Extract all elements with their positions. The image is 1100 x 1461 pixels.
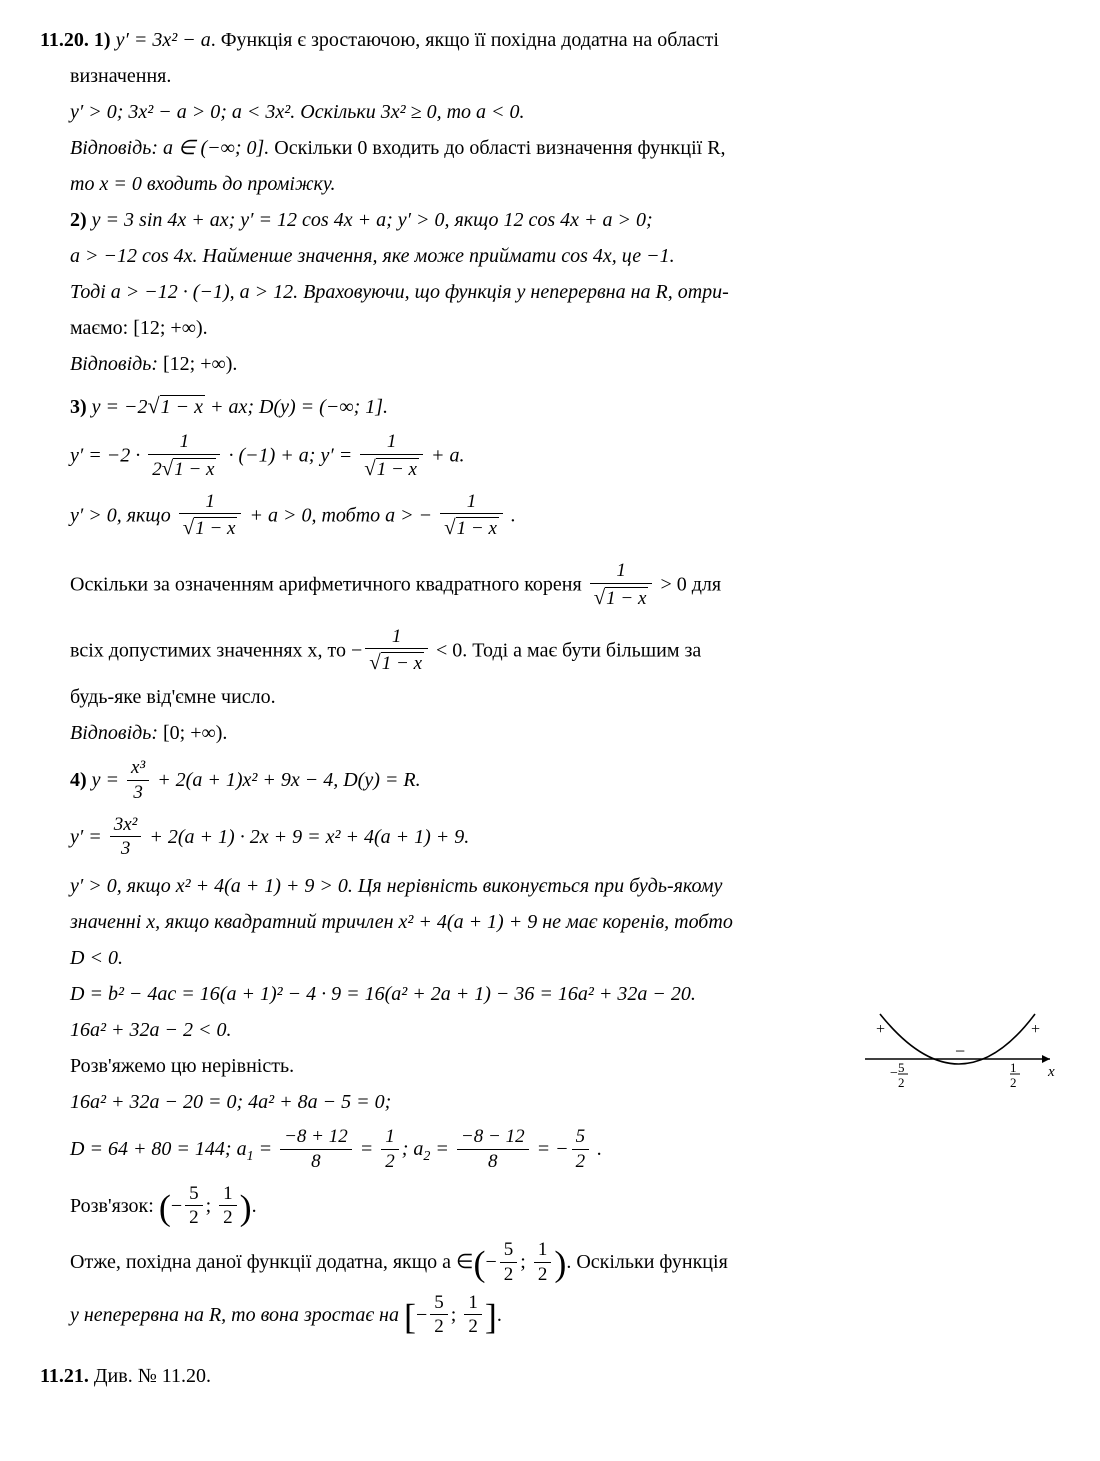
part1-line5: то x = 0 входить до проміжку.: [70, 168, 1060, 200]
part4-d: D < 0.: [70, 942, 1060, 974]
svg-text:x: x: [1047, 1064, 1055, 1080]
part2-label: 2): [70, 209, 87, 231]
part1-text: . Функція є зростаючою, якщо її похідна …: [211, 29, 719, 51]
part4-cond2: значенні x, якщо квадратний тричлен x² +…: [70, 906, 1060, 938]
answer-math: a ∈ (−∞; 0].: [158, 137, 274, 159]
part4-cond1: y′ > 0, якщо x² + 4(a + 1) + 9 > 0. Ця н…: [70, 870, 1060, 902]
part3-derivative: y′ = −2 · 12√1 − x · (−1) + a; y′ = 1√1 …: [70, 431, 1060, 482]
svg-text:−: −: [890, 1066, 898, 1081]
svg-text:−: −: [955, 1041, 965, 1061]
svg-text:+: +: [1030, 1021, 1041, 1038]
answer-label: Відповідь:: [70, 137, 158, 159]
part1-expr: y′ = 3x² − a: [116, 29, 211, 51]
part3-explain2: всіх допустимих значеннях x, то −1√1 − x…: [70, 626, 1060, 677]
sign-diagram: + − + − 5 2 1 2 x: [860, 1004, 1060, 1094]
part1-answer-line: Відповідь: a ∈ (−∞; 0]. Оскільки 0 входи…: [70, 132, 1060, 164]
part2-line3: Тоді a > −12 · (−1), a > 12. Враховуючи,…: [70, 276, 1060, 308]
part3-expr: 3) y = −2√1 − x + ax; D(y) = (−∞; 1].: [70, 388, 1060, 423]
part3-explain1: Оскільки за означенням арифметичного ква…: [70, 560, 1060, 611]
part4-y: 4) y = x³3 + 2(a + 1)x² + 9x − 4, D(y) =…: [70, 757, 1060, 805]
svg-text:+: +: [875, 1021, 886, 1038]
part2-line2: a > −12 cos 4x. Найменше значення, яке м…: [70, 240, 1060, 272]
part3-answer: Відповідь: [0; +∞).: [70, 717, 1060, 749]
part4-solution: Розв'язок: (−52; 12).: [70, 1183, 1060, 1231]
part4-yprime: y′ = 3x²3 + 2(a + 1) · 2x + 9 = x² + 4(a…: [70, 814, 1060, 862]
svg-text:2: 2: [898, 1075, 905, 1090]
part1-label: 1): [94, 29, 111, 51]
part2-line1: 2) y = 3 sin 4x + ax; y′ = 12 cos 4x + a…: [70, 204, 1060, 236]
part4-conclusion2: y неперервна на R, то вона зростає на [−…: [70, 1292, 1060, 1340]
part3-condition: y′ > 0, якщо 1√1 − x + a > 0, тобто a > …: [70, 491, 1060, 542]
part1-line2: визначення.: [70, 60, 1060, 92]
svg-text:1: 1: [1010, 1060, 1017, 1075]
part4-disc: D = 64 + 80 = 144; a1 = −8 + 128 = 12; a…: [70, 1126, 1060, 1174]
part4-conclusion1: Отже, похідна даної функції додатна, якщ…: [70, 1239, 1060, 1287]
problem-11-21: 11.21. Див. № 11.20.: [40, 1360, 1060, 1392]
part3-explain3: будь-яке від'ємне число.: [70, 681, 1060, 713]
part1-line3: y′ > 0; 3x² − a > 0; a < 3x². Оскільки 3…: [70, 96, 1060, 128]
svg-text:2: 2: [1010, 1075, 1017, 1090]
problem-number-2: 11.21.: [40, 1365, 89, 1387]
answer-tail: Оскільки 0 входить до області визначення…: [274, 137, 725, 159]
svg-text:5: 5: [898, 1060, 905, 1075]
problem-number: 11.20.: [40, 29, 89, 51]
part2-line4: маємо: [12; +∞).: [70, 312, 1060, 344]
problem-11-20-part1-line1: 11.20. 1) y′ = 3x² − a. Функція є зроста…: [40, 24, 1060, 56]
part2-answer: Відповідь: [12; +∞).: [70, 348, 1060, 380]
